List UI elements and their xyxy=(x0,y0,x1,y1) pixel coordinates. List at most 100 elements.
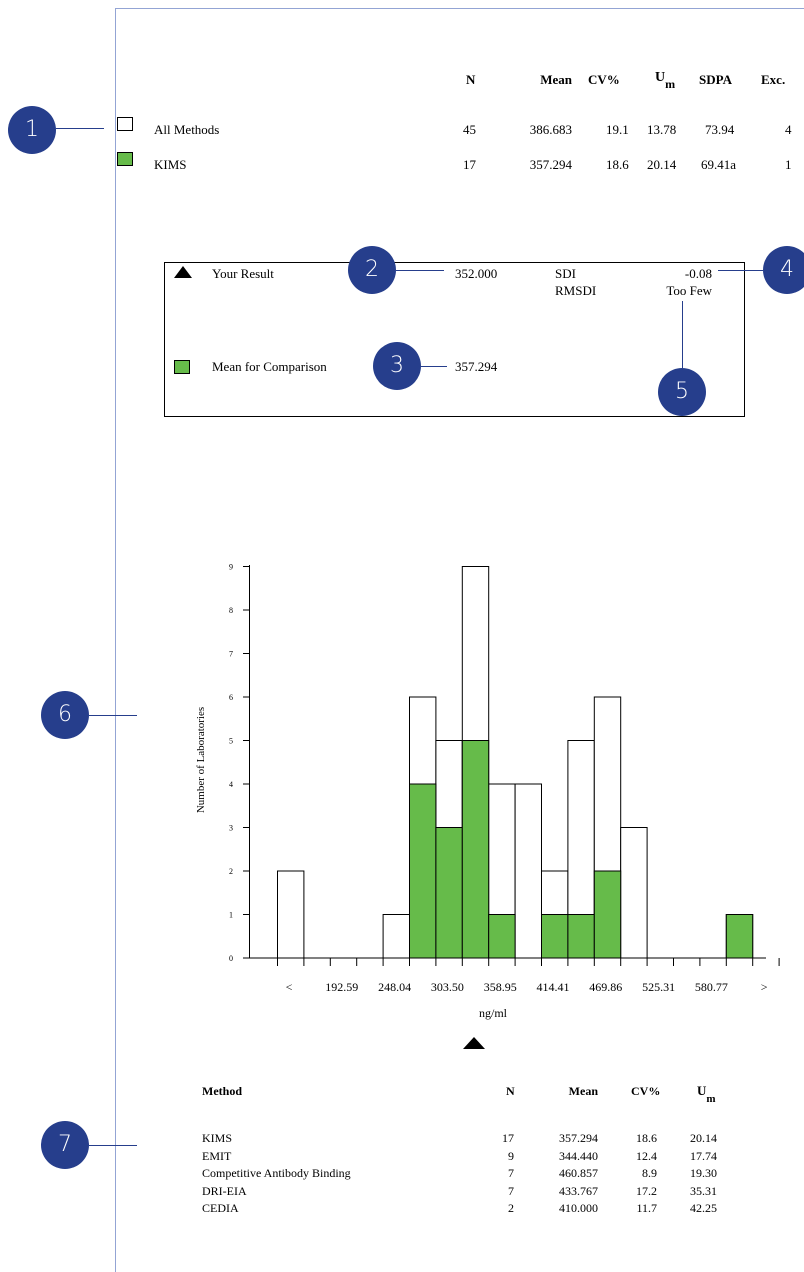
callout-1-leader xyxy=(56,128,104,129)
callout-5-leader xyxy=(682,301,683,368)
method-cell-mean: 433.767 xyxy=(559,1183,598,1198)
bar-kims xyxy=(488,914,516,959)
method-cell-name: DRI-EIA xyxy=(202,1183,247,1198)
method-cell-cv: 18.6 xyxy=(636,1131,657,1145)
summary-row-label: All Methods xyxy=(154,122,220,137)
y-tick-label: 5 xyxy=(229,737,233,746)
bar-all-methods xyxy=(461,566,490,959)
method-header-mean: Mean xyxy=(568,1084,598,1098)
summary-header-cv: CV% xyxy=(588,72,620,87)
method-cell-um: 42.25 xyxy=(690,1201,717,1215)
result-box xyxy=(164,262,745,417)
callout-5: 5 xyxy=(658,368,706,416)
bar-all-methods xyxy=(435,740,463,959)
bar-kims xyxy=(409,783,437,959)
bar-kims xyxy=(435,827,463,959)
y-tick-label: 9 xyxy=(229,563,233,572)
kims-swatch xyxy=(117,152,133,166)
y-tick-label: 6 xyxy=(229,693,233,702)
x-tick-label: 580.77 xyxy=(695,980,728,994)
callout-7: 7 xyxy=(41,1121,89,1169)
bar-kims xyxy=(541,914,569,959)
method-cell-name: CEDIA xyxy=(202,1201,239,1215)
method-header-method: Method xyxy=(202,1084,242,1098)
callout-4: 4 xyxy=(763,246,804,294)
method-cell-um: 17.74 xyxy=(690,1148,717,1163)
bar-all-methods xyxy=(541,870,569,959)
method-header-um: Um xyxy=(697,1083,716,1105)
method-cell-mean: 460.857 xyxy=(559,1166,598,1180)
summary-row-sdpa: 69.41a xyxy=(701,157,737,172)
summary-row-mean: 357.294 xyxy=(529,157,572,172)
x-axis-label: ng/ml xyxy=(479,1006,508,1020)
method-cell-mean: 410.000 xyxy=(559,1201,598,1215)
x-tick-label: 192.59 xyxy=(325,980,358,994)
method-cell-um: 35.31 xyxy=(690,1183,717,1198)
summary-header-sdpa: SDPA xyxy=(699,72,732,87)
bar-all-methods xyxy=(620,827,648,959)
y-tick-label: 1 xyxy=(229,911,233,920)
method-cell-name: Competitive Antibody Binding xyxy=(202,1166,351,1180)
bar-all-methods xyxy=(382,914,411,959)
bar-kims xyxy=(593,870,622,959)
method-cell-n: 9 xyxy=(508,1148,514,1163)
method-cell-n: 17 xyxy=(502,1131,514,1145)
method-cell-um: 19.30 xyxy=(690,1166,717,1180)
y-axis-label: Number of Laboratories xyxy=(195,707,207,813)
sdi-value: -0.08 xyxy=(684,266,712,281)
top-rule xyxy=(115,8,804,9)
summary-row-um: 20.14 xyxy=(647,157,677,172)
method-cell-um: 20.14 xyxy=(690,1131,717,1145)
summary-row-um: 13.78 xyxy=(647,122,677,137)
rmsdi-label: RMSDI xyxy=(555,283,597,298)
summary-row-n: 45 xyxy=(463,122,476,137)
y-tick-label: 8 xyxy=(229,606,233,615)
method-cell-cv: 17.2 xyxy=(636,1183,657,1198)
bar-all-methods xyxy=(725,914,754,959)
summary-header-exc: Exc. xyxy=(761,72,786,87)
summary-row-exc: 1 xyxy=(785,157,792,172)
x-tick-label: 248.04 xyxy=(378,980,411,994)
callout-1: 1 xyxy=(8,106,56,154)
method-cell-name: KIMS xyxy=(202,1131,233,1145)
bar-all-methods xyxy=(593,696,622,959)
summary-row-cv: 18.6 xyxy=(606,157,629,172)
bar-all-methods xyxy=(488,783,516,959)
bar-kims xyxy=(725,914,754,959)
callout-6: 6 xyxy=(41,691,89,739)
mean-comparison-value: 357.294 xyxy=(455,359,498,374)
y-tick-label: 2 xyxy=(229,867,233,876)
summary-row-exc: 4 xyxy=(785,122,792,137)
x-tick-label: 525.31 xyxy=(642,980,675,994)
summary-row-sdpa: 73.94 xyxy=(705,122,735,137)
x-tick-label: < xyxy=(286,980,293,994)
callout-2: 2 xyxy=(348,246,396,294)
method-header-n: N xyxy=(506,1084,515,1098)
bar-all-methods xyxy=(567,740,595,959)
method-cell-cv: 8.9 xyxy=(642,1166,657,1180)
summary-row-label: KIMS xyxy=(154,157,187,172)
method-cell-name: EMIT xyxy=(202,1148,232,1163)
method-cell-cv: 12.4 xyxy=(636,1148,657,1163)
y-tick-label: 0 xyxy=(229,954,233,963)
all-methods-swatch xyxy=(117,117,133,131)
summary-header-um: Um xyxy=(655,70,676,91)
y-tick-label: 4 xyxy=(229,780,233,789)
x-tick-label: 469.86 xyxy=(589,980,622,994)
bar-all-methods xyxy=(514,783,542,959)
callout-7-leader xyxy=(89,1145,137,1146)
method-cell-mean: 344.440 xyxy=(559,1148,598,1163)
mean-comparison-label: Mean for Comparison xyxy=(212,359,327,374)
method-cell-cv: 11.7 xyxy=(636,1201,657,1215)
method-cell-n: 7 xyxy=(508,1166,514,1180)
your-result-triangle-icon xyxy=(174,266,192,278)
margin-rule xyxy=(115,8,116,1272)
method-header-cv: CV% xyxy=(631,1084,661,1098)
x-tick-label: 414.41 xyxy=(537,980,570,994)
method-cell-mean: 357.294 xyxy=(559,1131,598,1145)
callout-2-leader xyxy=(396,270,444,271)
bar-all-methods xyxy=(277,870,305,959)
sdi-label: SDI xyxy=(555,266,576,281)
x-tick-label: 303.50 xyxy=(431,980,464,994)
